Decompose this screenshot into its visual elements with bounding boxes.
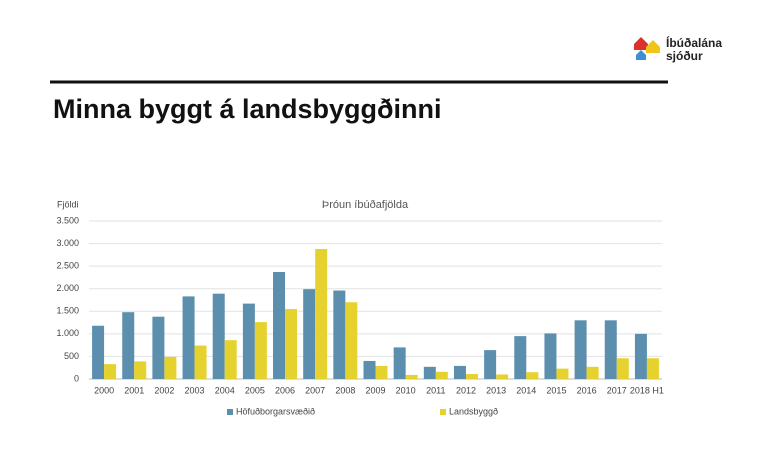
y-tick-label: 0	[74, 373, 79, 383]
bar	[363, 360, 376, 379]
y-tick-label: 2.000	[56, 283, 79, 293]
x-tick-label: 2013	[486, 385, 506, 395]
x-tick-label: 2004	[215, 385, 235, 395]
x-tick-label: 2015	[546, 385, 566, 395]
y-tick-label: 1.000	[56, 328, 79, 338]
bar	[104, 364, 117, 379]
y-tick-label: 500	[64, 351, 79, 361]
x-tick-label: 2008	[335, 385, 355, 395]
legend-swatch	[227, 409, 233, 415]
bar	[544, 333, 557, 379]
x-tick-label: 2007	[305, 385, 325, 395]
logo-icon	[634, 37, 660, 60]
bar	[634, 333, 647, 379]
bar	[393, 347, 406, 379]
legend-label: Höfuðborgarsvæðið	[236, 406, 315, 416]
x-tick-label: 2017	[607, 385, 627, 395]
x-tick-label: 2016	[577, 385, 597, 395]
x-tick-label: 2006	[275, 385, 295, 395]
logo-text: Íbúðalána	[666, 35, 722, 50]
bar	[164, 356, 177, 379]
x-tick-label: 2010	[396, 385, 416, 395]
bar	[242, 303, 255, 379]
bar	[646, 358, 659, 379]
bar	[285, 309, 298, 379]
x-tick-label: 2002	[154, 385, 174, 395]
bar	[122, 312, 135, 379]
logo-text: sjóður	[666, 49, 703, 63]
bar	[423, 366, 436, 379]
x-tick-label: 2005	[245, 385, 265, 395]
x-tick-label: 2014	[516, 385, 536, 395]
y-tick-label: 2.500	[56, 261, 79, 271]
bar	[526, 372, 539, 379]
x-tick-label: 2011	[426, 385, 445, 395]
bar	[224, 340, 237, 379]
slide-title: Minna byggt á landsbyggðinni	[53, 94, 442, 124]
y-tick-label: 1.500	[56, 306, 79, 316]
x-tick-label: 2000	[94, 385, 114, 395]
bar	[465, 374, 478, 379]
bar	[254, 322, 267, 379]
bar	[134, 361, 147, 379]
bar	[435, 371, 448, 379]
bar	[514, 336, 527, 379]
bar	[303, 289, 316, 379]
legend-swatch	[440, 409, 446, 415]
bar	[194, 345, 207, 379]
y-tick-label: 3.000	[56, 238, 79, 248]
x-tick-label: 2001	[124, 385, 144, 395]
x-tick-label: 2012	[456, 385, 476, 395]
x-tick-label: 2018 H1	[630, 385, 664, 395]
bar	[405, 374, 418, 379]
bar	[92, 325, 105, 379]
bar	[345, 302, 358, 379]
bar	[586, 366, 599, 379]
bar	[182, 296, 195, 379]
bar	[616, 358, 629, 379]
bar	[273, 272, 286, 379]
y-tick-label: 3.500	[56, 215, 79, 225]
bar	[484, 350, 497, 379]
bar	[556, 368, 569, 379]
chart-title: Þróun íbúðafjölda	[322, 199, 409, 211]
bar	[333, 290, 346, 379]
bar	[574, 320, 587, 379]
legend-label: Landsbyggð	[449, 406, 498, 416]
bar	[212, 293, 225, 379]
bar	[375, 365, 388, 379]
y-axis-label: Fjöldi	[57, 199, 79, 209]
x-tick-label: 2003	[185, 385, 205, 395]
bar	[496, 374, 509, 379]
bar	[453, 365, 466, 379]
bar	[152, 316, 165, 379]
bar	[315, 248, 328, 379]
x-tick-label: 2009	[365, 385, 385, 395]
bar	[604, 320, 617, 379]
